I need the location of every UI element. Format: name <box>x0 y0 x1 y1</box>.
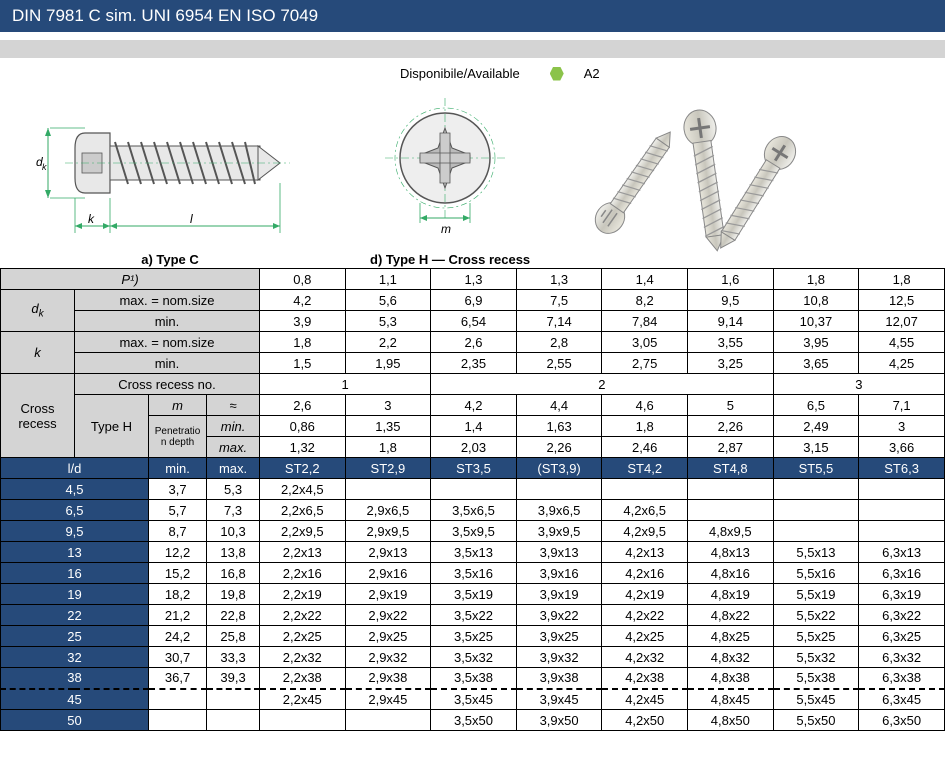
title-bar: DIN 7981 C sim. UNI 6954 EN ISO 7049 <box>0 0 945 32</box>
svg-text:k: k <box>88 212 95 226</box>
st-header: ST6,3 <box>859 458 945 479</box>
ld-value: 4,5 <box>1 479 149 500</box>
ld-value: 38 <box>1 668 149 689</box>
st-header: ST4,8 <box>688 458 774 479</box>
st-header: ST2,9 <box>345 458 431 479</box>
ld-value: 50 <box>1 710 149 731</box>
k-label: k <box>1 332 75 374</box>
availability-row: Disponibile/Available A2 <box>400 66 600 81</box>
pen-depth: Penetratio n depth <box>148 416 206 458</box>
p-label: P¹) <box>1 269 260 290</box>
diagram-d-label: d) Type H — Cross recess <box>370 252 530 267</box>
ld-value: 16 <box>1 563 149 584</box>
diagram-a-label: a) Type C <box>30 252 310 267</box>
diagram-type-c: d k k l <box>30 98 310 267</box>
cross-recess-no: Cross recess no. <box>74 374 259 395</box>
max-nom: max. = nom.size <box>74 290 259 311</box>
dk-label: dk <box>1 290 75 332</box>
ld-value: 19 <box>1 584 149 605</box>
svg-text:m: m <box>441 222 451 236</box>
grey-divider <box>0 40 945 58</box>
type-h: Type H <box>74 395 148 458</box>
st-header: ST3,5 <box>431 458 517 479</box>
diagram-type-h: m d) Type H — Cross recess <box>370 98 530 267</box>
ld-value: 22 <box>1 605 149 626</box>
ld-label: l/d <box>1 458 149 479</box>
ld-value: 6,5 <box>1 500 149 521</box>
hex-icon <box>550 67 564 81</box>
st-header: ST4,2 <box>602 458 688 479</box>
st-header: (ST3,9) <box>516 458 602 479</box>
screw-photo <box>570 98 820 268</box>
diagram-area: Disponibile/Available A2 d k <box>0 58 945 268</box>
ld-value: 32 <box>1 647 149 668</box>
ld-value: 9,5 <box>1 521 149 542</box>
st-header: ST5,5 <box>773 458 859 479</box>
spec-table: P¹)0,81,11,31,31,41,61,81,8dkmax. = nom.… <box>0 268 945 731</box>
material-code: A2 <box>584 66 600 81</box>
svg-text:l: l <box>190 212 193 226</box>
cross-recess: Cross recess <box>1 374 75 458</box>
ld-value: 45 <box>1 689 149 710</box>
svg-text:k: k <box>42 162 47 172</box>
st-header: ST2,2 <box>259 458 345 479</box>
ld-value: 13 <box>1 542 149 563</box>
available-label: Disponibile/Available <box>400 66 520 81</box>
ld-value: 25 <box>1 626 149 647</box>
